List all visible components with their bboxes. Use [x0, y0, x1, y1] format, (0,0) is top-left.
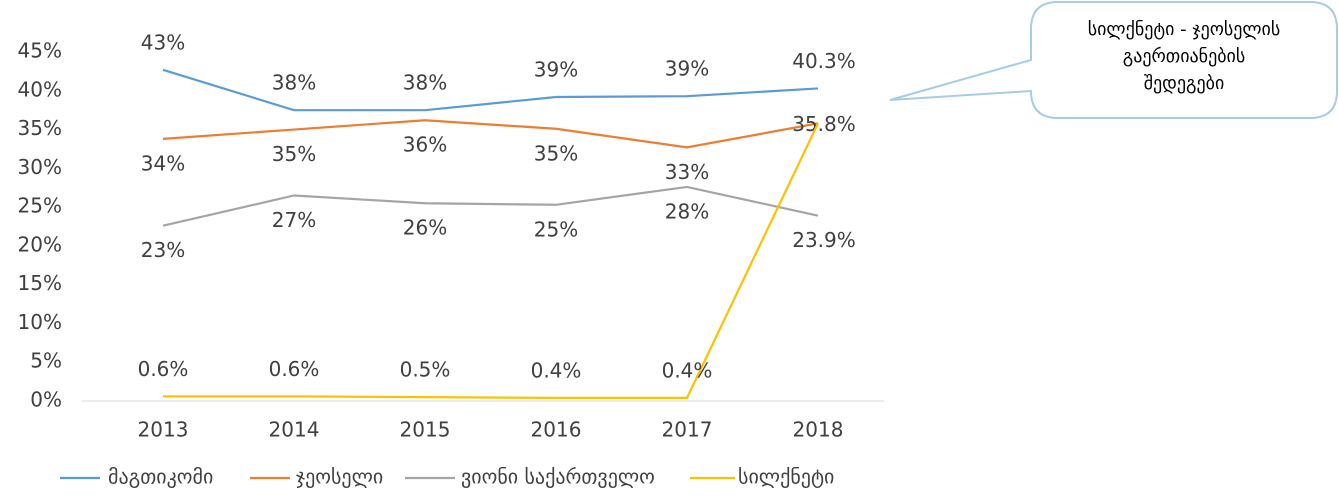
y-tick-label: 45%: [18, 39, 62, 63]
callout-box: [889, 1, 1338, 119]
data-label: 0.6%: [138, 357, 189, 381]
annotation: შედეგები: [1144, 73, 1225, 94]
data-label: 0.4%: [531, 358, 582, 382]
data-label: 39%: [665, 57, 709, 81]
series-line: [162, 68, 819, 112]
data-label: 36%: [403, 133, 447, 157]
y-tick-label: 10%: [18, 310, 62, 334]
legend-label: სილქნეტი: [738, 465, 834, 489]
data-label: 25%: [534, 217, 578, 241]
data-label: 23%: [141, 238, 185, 262]
x-tick-label: 2013: [138, 418, 189, 442]
annotation: სილქნეტი - ჯეოსელის: [1088, 19, 1281, 40]
y-tick-label: 25%: [18, 194, 62, 218]
legend-label: ვიონი საქართველო: [461, 465, 655, 489]
x-tick-label: 2017: [662, 418, 713, 442]
y-tick-label: 5%: [30, 349, 62, 373]
y-tick-label: 35%: [18, 116, 62, 140]
y-tick-label: 15%: [18, 271, 62, 295]
data-label: 39%: [534, 57, 578, 81]
data-label: 0.4%: [662, 358, 713, 382]
legend-label: მაგთიკომი: [108, 465, 213, 489]
y-tick-label: 30%: [18, 155, 62, 179]
y-tick-label: 20%: [18, 232, 62, 256]
x-tick-label: 2018: [793, 418, 844, 442]
y-tick-label: 40%: [18, 77, 62, 101]
data-label: 40.3%: [792, 49, 856, 73]
data-label: 43%: [141, 30, 185, 54]
data-label: 38%: [403, 71, 447, 95]
annotation: გაერთიანების: [1123, 46, 1246, 67]
x-tick-label: 2014: [269, 418, 320, 442]
y-tick-label: 0%: [30, 388, 62, 412]
x-tick-label: 2016: [531, 418, 582, 442]
data-label: 33%: [665, 160, 709, 184]
data-label: 27%: [272, 208, 316, 232]
data-label: 28%: [665, 199, 709, 223]
data-label: 0.5%: [400, 358, 451, 382]
data-label: 34%: [141, 151, 185, 175]
series-line: [163, 122, 819, 399]
legend-label: ჯეოსელი: [296, 465, 383, 489]
data-label: 35%: [534, 141, 578, 165]
x-tick-label: 2015: [400, 418, 451, 442]
data-label: 35.8%: [792, 112, 856, 136]
data-label: 23.9%: [792, 228, 856, 252]
data-label: 26%: [403, 216, 447, 240]
series-line: [162, 185, 819, 227]
data-label: 35%: [272, 142, 316, 166]
data-label: 38%: [272, 71, 316, 95]
data-label: 0.6%: [269, 357, 320, 381]
series-line: [162, 119, 819, 149]
